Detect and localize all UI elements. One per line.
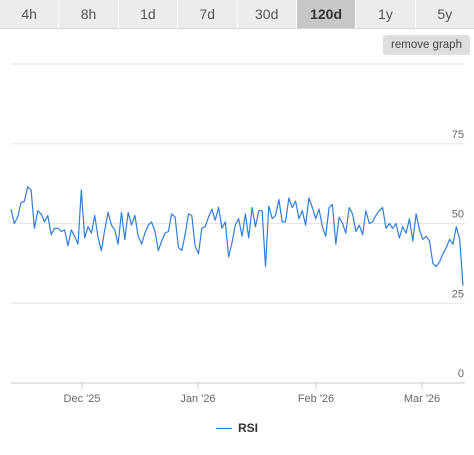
tab-30d[interactable]: 30d	[237, 0, 297, 29]
time-range-tabs: 4h 8h 1d 7d 30d 120d 1y 5y	[0, 0, 474, 30]
tab-5y[interactable]: 5y	[415, 0, 474, 29]
remove-graph-button[interactable]: remove graph	[383, 35, 470, 55]
y-tick-label: 75	[452, 129, 464, 141]
x-tick-label: Feb '26	[298, 393, 334, 405]
legend-line-swatch	[216, 427, 232, 429]
x-tick-label: Dec '25	[64, 393, 101, 405]
x-tick-label: Mar '26	[404, 393, 440, 405]
tab-4h[interactable]: 4h	[0, 0, 60, 29]
chart-legend[interactable]: RSI	[216, 420, 258, 436]
tab-1d[interactable]: 1d	[118, 0, 179, 29]
tab-8h[interactable]: 8h	[59, 0, 119, 29]
x-tick-label: Jan '26	[180, 393, 215, 405]
tab-120d[interactable]: 120d	[296, 0, 357, 29]
y-tick-label: 0	[458, 368, 464, 380]
y-tick-label: 50	[452, 209, 464, 221]
y-tick-label: 25	[452, 288, 464, 300]
tab-7d[interactable]: 7d	[178, 0, 238, 29]
rsi-series-line	[10, 186, 464, 286]
tab-1y[interactable]: 1y	[356, 0, 416, 29]
legend-label-rsi: RSI	[238, 421, 259, 435]
